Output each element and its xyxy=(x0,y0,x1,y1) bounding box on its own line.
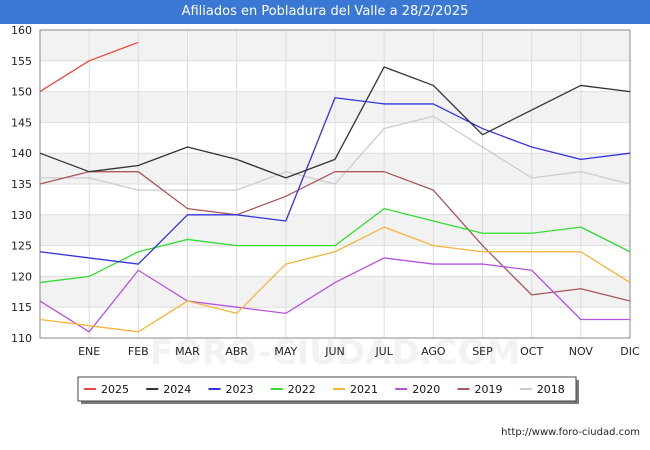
x-tick-label: MAY xyxy=(274,345,297,358)
legend-label-2025: 2025 xyxy=(101,383,129,396)
chart-title: Afiliados en Pobladura del Valle a 28/2/… xyxy=(0,0,650,24)
x-tick-label: JUL xyxy=(374,345,393,358)
x-tick-label: SEP xyxy=(472,345,493,358)
y-tick-label: 130 xyxy=(11,209,32,222)
legend-label-2024: 2024 xyxy=(163,383,191,396)
x-tick-label: FEB xyxy=(128,345,149,358)
legend-label-2021: 2021 xyxy=(350,383,378,396)
y-tick-label: 140 xyxy=(11,147,32,160)
legend-label-2020: 2020 xyxy=(412,383,440,396)
y-tick-label: 125 xyxy=(11,240,32,253)
x-tick-label: ENE xyxy=(78,345,100,358)
y-tick-label: 160 xyxy=(11,24,32,37)
series-line-2019 xyxy=(39,171,631,302)
x-tick-label: JUN xyxy=(324,345,345,358)
y-tick-label: 120 xyxy=(11,270,32,283)
legend-label-2023: 2023 xyxy=(226,383,254,396)
x-tick-label: ABR xyxy=(225,345,248,358)
series-line-2020 xyxy=(39,257,630,333)
y-tick-label: 135 xyxy=(11,178,32,191)
y-tick-label: 145 xyxy=(11,116,32,129)
line-chart: 110 115 120 125 130 135 140 145 150 155 160 ENE FEB M… xyxy=(11,24,640,404)
legend-label-2022: 2022 xyxy=(288,383,316,396)
y-tick-label: 110 xyxy=(11,332,32,345)
series-line-2018 xyxy=(40,115,631,191)
x-tick-label: MAR xyxy=(175,345,200,358)
x-tick-label: NOV xyxy=(569,345,594,358)
legend-label-2018: 2018 xyxy=(537,383,565,396)
x-tick-label: DIC xyxy=(620,345,640,358)
series-line-2022 xyxy=(39,207,631,284)
series-line-2021 xyxy=(39,226,631,333)
legend-label-2019: 2019 xyxy=(475,383,503,396)
series-line-2023 xyxy=(39,97,631,265)
source-url[interactable]: http://www.foro-ciudad.com xyxy=(501,427,640,438)
watermark: FORO-CIUDAD.COM xyxy=(150,333,521,373)
x-tick-label: OCT xyxy=(520,345,543,358)
series-line-2025 xyxy=(39,41,139,93)
series-line-2024 xyxy=(39,66,631,179)
y-tick-label: 115 xyxy=(11,301,32,314)
y-tick-label: 150 xyxy=(11,86,32,99)
x-tick-label: AGO xyxy=(421,345,446,358)
legend xyxy=(77,376,577,402)
y-tick-label: 155 xyxy=(11,55,32,68)
